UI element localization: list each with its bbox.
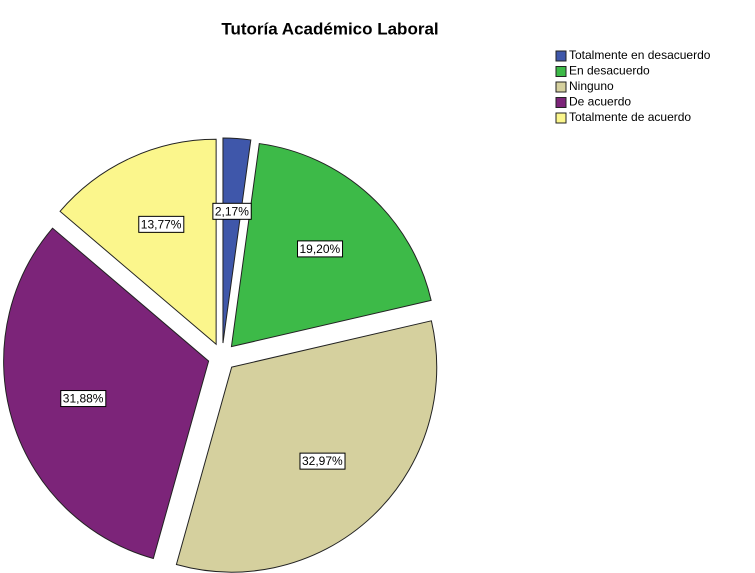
legend-label: Totalmente de acuerdo xyxy=(569,110,691,124)
value-label: 32,97% xyxy=(302,454,343,468)
legend-swatch xyxy=(555,97,567,108)
data-label: 2,17% xyxy=(212,202,252,220)
label-box xyxy=(60,390,107,408)
label-box xyxy=(297,240,344,258)
legend-swatch xyxy=(555,81,567,93)
data-label: 13,77% xyxy=(138,215,185,233)
legend-label: En desacuerdo xyxy=(569,64,650,78)
label-box xyxy=(299,452,346,470)
legend-label: Totalmente en desacuerdo xyxy=(569,48,711,62)
pie-slice xyxy=(222,137,252,344)
legend-swatch xyxy=(555,112,567,124)
pie-slice xyxy=(59,138,217,346)
data-label: 19,20% xyxy=(297,240,344,258)
value-label: 2,17% xyxy=(215,204,249,218)
label-box xyxy=(138,215,185,233)
chart-title: Tutoría Académico Laboral xyxy=(221,19,438,38)
data-label: 31,88% xyxy=(60,390,107,408)
legend-label: De acuerdo xyxy=(569,95,631,109)
data-label: 32,97% xyxy=(299,452,346,470)
pie-slice xyxy=(175,320,438,573)
value-label: 19,20% xyxy=(300,242,341,256)
label-box xyxy=(212,202,252,220)
value-label: 13,77% xyxy=(141,217,182,231)
legend-label: Ninguno xyxy=(569,79,614,93)
legend-swatch xyxy=(555,66,567,77)
value-label: 31,88% xyxy=(63,392,104,406)
legend-swatch xyxy=(555,50,567,62)
